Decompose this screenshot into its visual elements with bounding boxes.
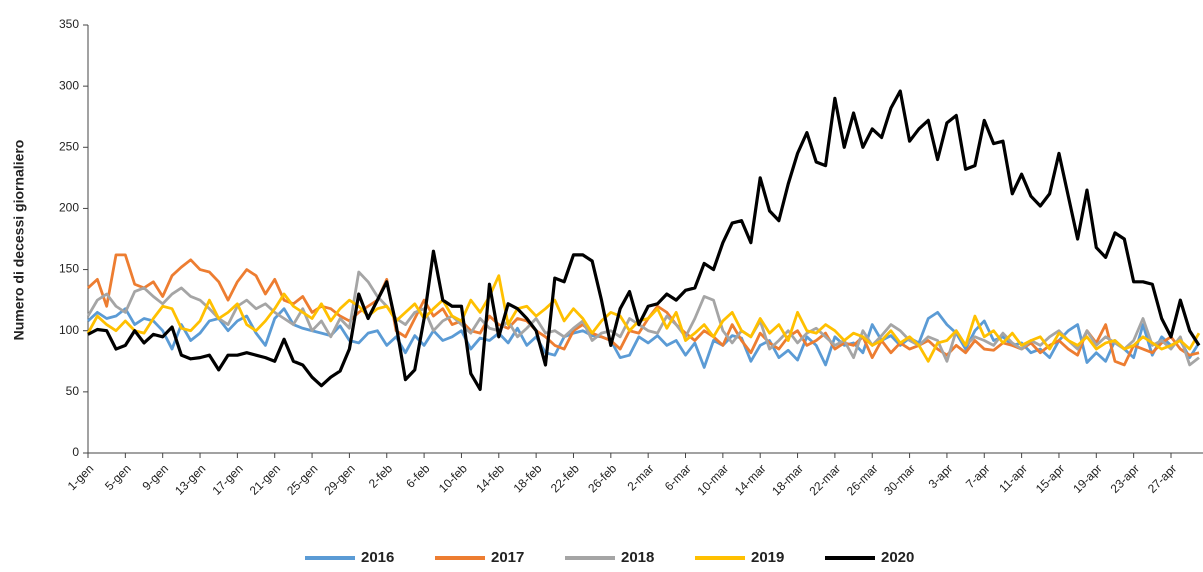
x-tick-label: 10-feb — [436, 461, 470, 495]
x-tick-label: 25-gen — [284, 461, 320, 497]
line-series — [86, 274, 1201, 363]
x-tick-label: 17-gen — [209, 461, 245, 497]
x-tick-label: 2-mar — [624, 461, 656, 493]
x-tick-label: 14-mar — [732, 461, 769, 498]
x-tick-label: 2-feb — [366, 461, 395, 490]
y-tick-label: 100 — [59, 323, 79, 337]
x-tick-label: 29-gen — [321, 461, 357, 497]
legend-label: 2019 — [751, 549, 784, 566]
x-tick-label: 9-gen — [139, 461, 171, 493]
x-tick-label: 3-apr — [926, 461, 956, 491]
x-tick-label: 19-apr — [1070, 461, 1104, 495]
x-tick-label: 15-apr — [1033, 461, 1067, 495]
x-tick-label: 30-mar — [881, 461, 918, 498]
y-tick-label: 200 — [59, 201, 79, 215]
legend-label: 2018 — [621, 549, 654, 566]
y-tick-label: 300 — [59, 78, 79, 92]
x-tick-label: 1-gen — [65, 461, 97, 493]
y-tick-label: 150 — [59, 262, 79, 276]
x-tick-label: 13-gen — [172, 461, 208, 497]
x-tick-label: 11-apr — [996, 461, 1030, 495]
x-tick-label: 7-apr — [963, 461, 993, 491]
x-tick-label: 6-feb — [403, 461, 432, 490]
y-tick-label: 0 — [72, 445, 79, 459]
x-tick-label: 26-feb — [585, 461, 619, 495]
legend-label: 2016 — [361, 549, 394, 566]
legend-label: 2020 — [881, 549, 914, 566]
y-tick-label: 50 — [66, 384, 80, 398]
y-tick-label: 250 — [59, 139, 79, 153]
x-tick-label: 22-feb — [548, 461, 582, 495]
line-series — [87, 89, 1201, 392]
y-axis-title: Numero di decessi giornaliero — [11, 140, 27, 341]
x-tick-label: 26-mar — [844, 461, 881, 498]
x-tick-label: 14-feb — [473, 461, 507, 495]
x-tick-label: 10-mar — [694, 461, 731, 498]
x-tick-label: 6-mar — [662, 461, 694, 493]
x-tick-label: 22-mar — [806, 461, 843, 498]
line-series — [87, 253, 1200, 367]
y-tick-label: 350 — [59, 17, 79, 31]
x-tick-label: 21-gen — [247, 461, 283, 497]
x-tick-label: 18-mar — [769, 461, 806, 498]
x-tick-label: 27-apr — [1145, 461, 1179, 495]
x-tick-label: 18-feb — [511, 461, 545, 495]
x-tick-label: 5-gen — [102, 461, 134, 493]
x-tick-label: 23-apr — [1108, 461, 1142, 495]
legend-label: 2017 — [491, 549, 524, 566]
